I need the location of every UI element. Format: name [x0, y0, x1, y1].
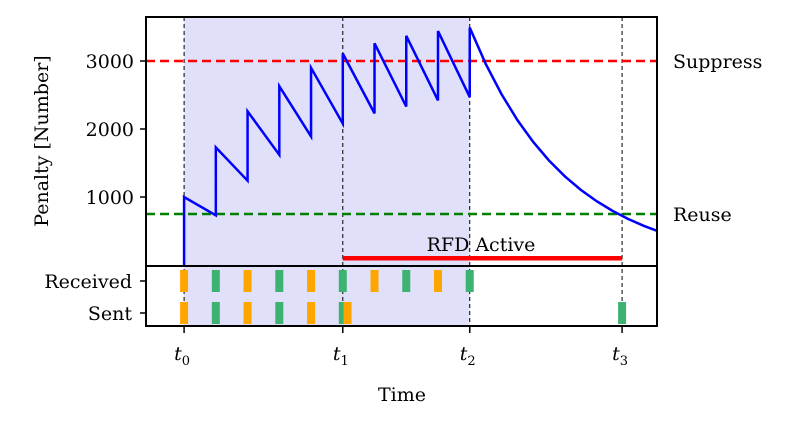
event-mark-sent-1 [211, 302, 220, 324]
rfd-shaded-region [184, 18, 470, 325]
event-mark-received-5 [338, 270, 347, 292]
event-mark-sent-5 [338, 302, 347, 324]
x-tick-subscript-1: 1 [340, 354, 348, 369]
x-tick-label-0: t0 [174, 343, 190, 369]
x-axis-label: Time [378, 384, 426, 406]
event-mark-sent-7 [618, 302, 627, 324]
event-mark-received-0 [180, 270, 189, 292]
event-mark-received-8 [434, 270, 442, 292]
y-tick-label-2000: 2000 [86, 119, 134, 141]
y-axis-label: Penalty [Number] [31, 55, 53, 226]
x-tick-subscript-3: 3 [620, 354, 628, 369]
row-label-received: Received [44, 271, 132, 293]
penalty-series-line [182, 27, 658, 265]
event-mark-sent-0 [180, 302, 189, 324]
x-tick-subscript-0: 0 [182, 354, 190, 369]
event-mark-sent-2 [243, 302, 252, 324]
rfd-active-label: RFD Active [427, 234, 536, 256]
row-label-sent: Sent [88, 303, 132, 325]
event-mark-sent-3 [275, 302, 284, 324]
y-tick-label-3000: 3000 [86, 51, 134, 73]
x-tick-subscript-2: 2 [467, 354, 475, 369]
event-mark-received-3 [275, 270, 284, 292]
event-mark-sent-6 [343, 302, 352, 324]
threshold-label-reuse: Reuse [673, 204, 732, 226]
threshold-label-suppress: Suppress [673, 51, 762, 73]
event-mark-received-4 [307, 270, 316, 292]
event-mark-received-2 [243, 270, 252, 292]
x-tick-label-2: t2 [460, 343, 476, 369]
event-mark-received-6 [370, 270, 379, 292]
x-tick-label-3: t3 [612, 343, 628, 369]
x-tick-label-1: t1 [333, 343, 349, 369]
event-mark-received-9 [465, 270, 474, 292]
event-mark-received-1 [211, 270, 220, 292]
event-mark-received-7 [402, 270, 411, 292]
event-panel-frame [145, 265, 658, 327]
y-tick-label-1000: 1000 [86, 187, 134, 209]
event-mark-sent-4 [307, 302, 316, 324]
